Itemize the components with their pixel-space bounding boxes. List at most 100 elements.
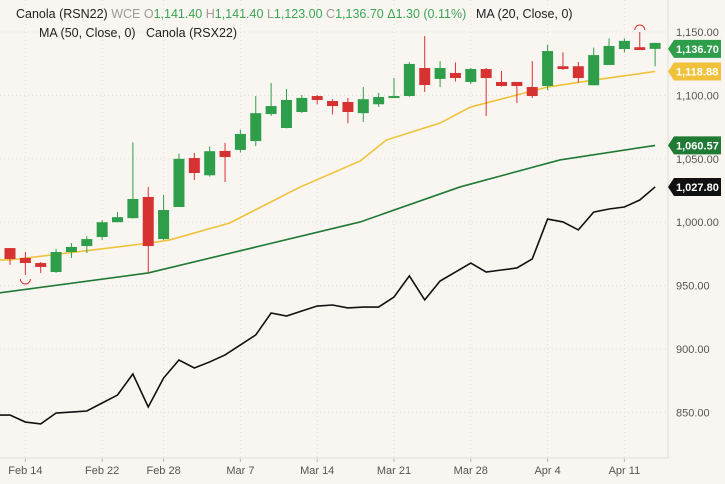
x-tick-label: Mar 7 xyxy=(226,465,254,477)
legend-low: 1,123.00 xyxy=(273,7,323,21)
candle-body xyxy=(480,69,492,79)
candle xyxy=(19,251,31,275)
candle xyxy=(142,186,154,273)
candle xyxy=(388,78,400,99)
candle xyxy=(35,262,47,273)
candle xyxy=(296,95,308,114)
candle xyxy=(327,99,339,115)
candle-body xyxy=(81,239,93,247)
legend-symbol: Canola (RSN22) xyxy=(16,7,108,21)
candle-body xyxy=(250,113,262,142)
candle-body xyxy=(50,251,62,273)
ma50-tag-bg xyxy=(668,136,721,155)
candle xyxy=(204,146,216,177)
candle xyxy=(342,97,354,124)
candle-body xyxy=(296,97,308,113)
compare-line xyxy=(0,186,656,425)
candle-body xyxy=(234,133,246,150)
candle xyxy=(357,87,369,123)
candle-body xyxy=(112,217,124,223)
legend-high-label: H xyxy=(205,7,215,21)
y-tick-label: 1,100.00 xyxy=(676,90,719,102)
candle-body xyxy=(265,106,277,115)
legend-open: 1,141.40 xyxy=(153,7,203,21)
candle-body xyxy=(403,63,415,97)
x-tick-label: Mar 14 xyxy=(300,465,334,477)
candle-body xyxy=(511,81,523,87)
legend-open-label: O xyxy=(143,7,154,21)
legend-compare[interactable]: Canola (RSX22) xyxy=(146,26,238,40)
candle-body xyxy=(572,66,584,79)
candle xyxy=(588,47,600,86)
candle-body xyxy=(142,196,154,247)
candle xyxy=(127,142,139,219)
last-price-tag-text: 1,136.70 xyxy=(676,44,719,56)
candle xyxy=(188,152,200,180)
x-tick-label: Apr 11 xyxy=(609,465,641,477)
candle-body xyxy=(219,150,231,158)
candle xyxy=(542,44,554,91)
candle xyxy=(403,62,415,97)
legend-change: Δ1.30 (0.11%) xyxy=(387,7,467,21)
candle xyxy=(173,153,185,207)
candle xyxy=(265,82,277,116)
y-tick-label: 1,000.00 xyxy=(676,217,719,229)
candle xyxy=(158,194,170,240)
candle xyxy=(50,248,62,273)
x-tick-label: Feb 22 xyxy=(85,465,119,477)
candle xyxy=(649,42,661,67)
candle xyxy=(112,212,124,223)
candle xyxy=(572,62,584,83)
candle-body xyxy=(649,42,661,49)
candle-body xyxy=(542,51,554,87)
candle xyxy=(603,38,615,65)
candle xyxy=(526,61,538,98)
candle-body xyxy=(373,97,385,105)
candle-body xyxy=(603,45,615,65)
compare-tag-text: 1,027.80 xyxy=(676,182,719,194)
ma20-tag-text: 1,118.88 xyxy=(676,66,718,78)
candle-body xyxy=(557,66,569,70)
legend-ma20[interactable]: MA (20, Close, 0) xyxy=(476,7,573,21)
candle-body xyxy=(4,248,16,259)
candle xyxy=(81,236,93,254)
y-tick-label: 950.00 xyxy=(676,281,710,293)
candle xyxy=(419,36,431,92)
compare-tag-bg xyxy=(668,177,721,196)
candle-body xyxy=(449,72,461,79)
candle xyxy=(250,96,262,147)
candle-body xyxy=(588,55,600,86)
x-tick-label: Mar 21 xyxy=(377,465,411,477)
candle xyxy=(4,248,16,265)
candle xyxy=(465,68,477,84)
x-tick-label: Apr 4 xyxy=(534,465,560,477)
compare-tag: 1,027.80 xyxy=(668,177,721,196)
legend-ma50[interactable]: MA (50, Close, 0) xyxy=(39,26,136,40)
candle xyxy=(234,129,246,153)
candle-body xyxy=(634,47,646,51)
candle-body xyxy=(342,101,354,113)
candle xyxy=(434,61,446,88)
candle-body xyxy=(35,263,47,267)
candle xyxy=(311,95,323,105)
y-tick-label: 850.00 xyxy=(676,407,710,419)
candle xyxy=(96,220,108,240)
legend-low-label: L xyxy=(266,7,274,21)
candle-body xyxy=(465,69,477,82)
candle-body xyxy=(96,222,108,238)
candle-body xyxy=(419,68,431,86)
candle-body xyxy=(496,81,508,87)
high-marker-icon xyxy=(634,24,646,31)
candle-body xyxy=(204,151,216,176)
legend-main: Canola (RSN22) WCE O1,141.40 H1,141.40 L… xyxy=(16,7,466,21)
x-tick-label: Feb 14 xyxy=(8,465,42,477)
candle xyxy=(511,81,523,104)
legend-high: 1,141.40 xyxy=(214,7,264,21)
candle-body xyxy=(327,100,339,107)
candle-body xyxy=(618,40,630,49)
candle xyxy=(449,62,461,82)
x-tick-label: Feb 28 xyxy=(146,465,180,477)
ma50-line xyxy=(0,144,656,294)
candle xyxy=(65,242,77,258)
